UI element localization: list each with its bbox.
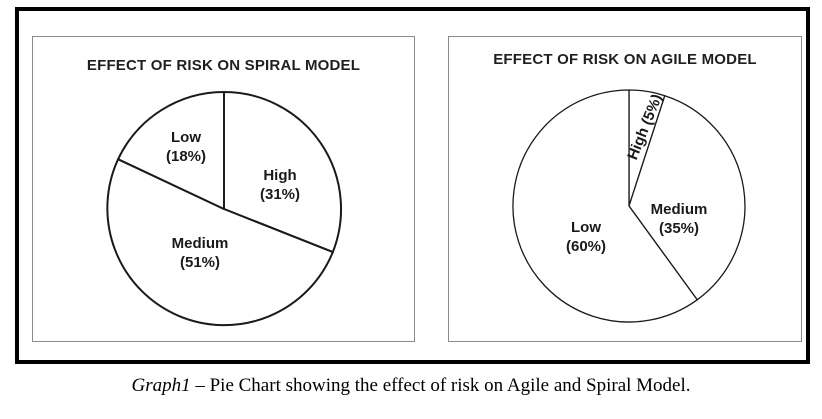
pie-slice: [512, 89, 698, 323]
chart-panel-agile: EFFECT OF RISK ON AGILE MODEL High (5%) …: [448, 36, 802, 342]
slice-name: Low: [170, 129, 201, 146]
slice-name: Low: [570, 219, 601, 236]
figure-frame: EFFECT OF RISK ON SPIRAL MODEL Low (18%)…: [15, 7, 810, 364]
pie-chart-agile: [512, 89, 746, 323]
chart-panel-spiral: EFFECT OF RISK ON SPIRAL MODEL Low (18%)…: [32, 36, 415, 342]
slice-percent: (35%): [658, 220, 700, 237]
slice-label-low: Low (60%): [566, 218, 606, 256]
caption-label: Graph1: [131, 375, 191, 396]
slice-percent: (60%): [565, 238, 607, 255]
pie-slice: [106, 158, 334, 327]
slice-name: Medium: [650, 201, 708, 218]
slice-percent: (51%): [179, 254, 221, 271]
slice-name: High: [263, 167, 297, 184]
slice-label-high: High (31%): [260, 166, 300, 204]
slice-label-low: Low (18%): [166, 128, 206, 166]
pie-chart-spiral: [106, 91, 343, 327]
chart-title-agile: EFFECT OF RISK ON AGILE MODEL: [493, 51, 757, 68]
slice-name: Medium: [171, 235, 229, 252]
pie-slice: [117, 91, 225, 210]
pie-slice: [628, 95, 746, 301]
figure-caption: Graph1 – Pie Chart showing the effect of…: [0, 373, 822, 399]
pie-slice: [223, 91, 343, 254]
slice-percent: (31%): [259, 186, 301, 203]
caption-text: – Pie Chart showing the effect of risk o…: [190, 375, 691, 396]
slice-percent: (18%): [165, 148, 207, 165]
slice-label-medium: Medium (35%): [651, 200, 708, 238]
chart-title-spiral: EFFECT OF RISK ON SPIRAL MODEL: [86, 57, 361, 74]
slice-label-medium: Medium (51%): [172, 234, 229, 272]
